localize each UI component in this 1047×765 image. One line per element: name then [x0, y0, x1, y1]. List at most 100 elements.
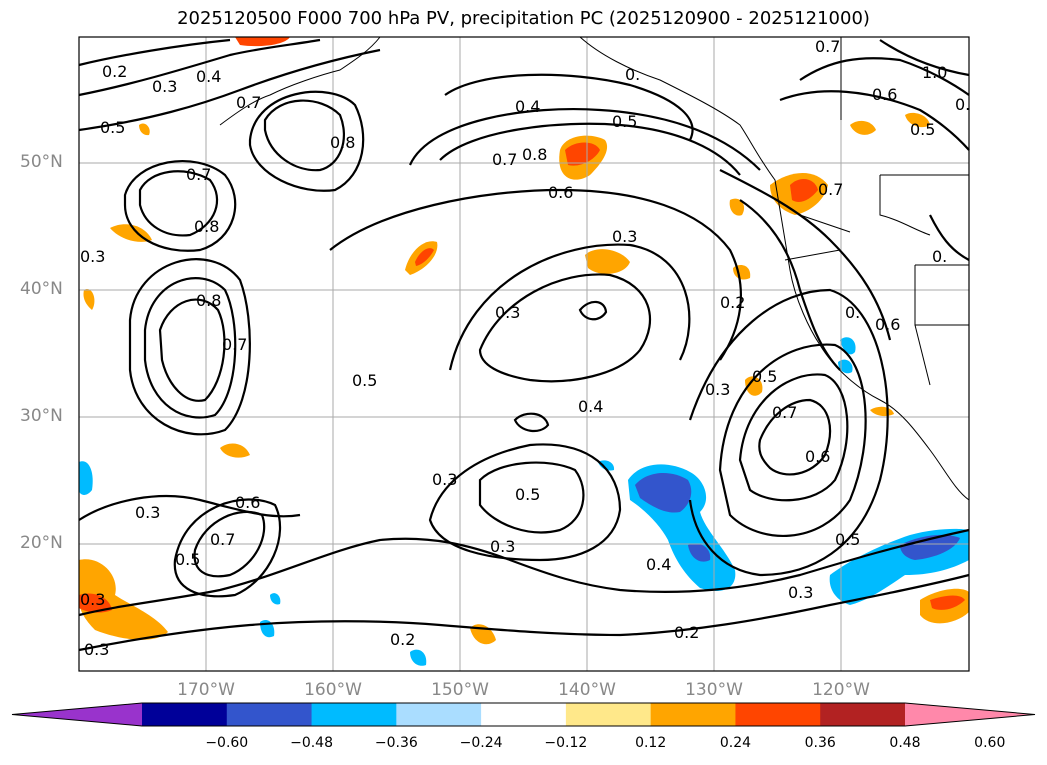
colorbar-segment: [142, 703, 228, 726]
contour-label: 0.5: [175, 550, 200, 569]
colorbar-tick-label: −0.60: [205, 735, 249, 751]
contour-label: 0.5: [612, 112, 637, 131]
coastlines: [219, 36, 970, 501]
lon-label-160w: 160°W: [304, 680, 362, 700]
contour-label: 0.5: [100, 118, 125, 137]
colorbar: [11, 702, 1036, 727]
contour-label: 0.2: [102, 62, 127, 81]
contour-label: 0.: [932, 247, 947, 266]
precip-patch: [79, 593, 112, 613]
contour-label: 0.7: [818, 180, 843, 199]
precip-patch: [139, 123, 150, 136]
contour-label: 1.0: [922, 63, 947, 82]
contour-label: 0.5: [352, 371, 377, 390]
lon-label-130w: 130°W: [685, 680, 743, 700]
contour-label: 0.5: [752, 367, 777, 386]
precip-patch: [900, 534, 960, 560]
precip-patch: [415, 248, 434, 266]
contour-label: 0.7: [186, 165, 211, 184]
precip-patch: [688, 543, 711, 562]
contour-label: 0.8: [330, 133, 355, 152]
contour-label: 0.7: [210, 530, 235, 549]
contour-label: 0.8: [194, 217, 219, 236]
colorbar-outline: [11, 702, 1036, 727]
contour-label: 0.2: [674, 623, 699, 642]
colorbar-tick-label: 0.60: [974, 735, 1006, 751]
contour-label: 0.: [845, 303, 860, 322]
contour-label: 0.5: [910, 120, 935, 139]
precip-patch: [840, 337, 856, 355]
colorbar-tick-label: −0.48: [290, 735, 333, 751]
precip-fills: [79, 37, 969, 666]
contour-label: 0.6: [872, 85, 897, 104]
contour-label: 0.6: [235, 493, 260, 512]
colorbar-tick-label: −0.36: [374, 735, 418, 751]
contour-label: 0.5: [835, 530, 860, 549]
map-title: 2025120500 F000 700 hPa PV, precipitatio…: [177, 8, 870, 29]
colorbar-segment: [650, 703, 736, 726]
colorbar-tick-label: 0.12: [635, 735, 667, 751]
contour-label: 0.4: [578, 397, 603, 416]
lon-label-140w: 140°W: [558, 680, 616, 700]
colorbar-tick-label: 0.24: [719, 735, 752, 751]
contour-label: 0.7: [772, 403, 797, 422]
colorbar-segment: [311, 703, 397, 726]
contour-label: 0.7: [815, 37, 840, 56]
lon-label-120w: 120°W: [812, 680, 870, 700]
lat-label-30n: 30°N: [20, 406, 63, 426]
lat-label-40n: 40°N: [20, 279, 63, 299]
contour-label: 0.8: [522, 145, 547, 164]
contour-label: 0.7: [236, 93, 261, 112]
map-frame-border: [78, 36, 970, 672]
lat-label-50n: 50°N: [20, 152, 63, 172]
contour-label: 0.3: [80, 247, 105, 266]
precip-patch: [790, 178, 818, 202]
precip-patch: [850, 120, 876, 135]
contour-label: 0.2: [390, 630, 415, 649]
contour-label: 0.3: [84, 640, 109, 659]
contour-label: 0.6: [805, 447, 830, 466]
contour-label: 0.4: [646, 555, 671, 574]
contour-label: 0.3: [705, 380, 730, 399]
lat-label-20n: 20°N: [20, 533, 63, 553]
precip-patch: [598, 460, 615, 471]
colorbar-tick-label: 0.36: [804, 735, 836, 751]
contour-label: 0.: [625, 65, 640, 84]
colorbar-segment: [565, 703, 652, 726]
precip-patch: [905, 112, 930, 128]
colorbar-segment: [481, 703, 567, 726]
precip-patch: [930, 595, 965, 610]
lon-label-150w: 150°W: [431, 680, 489, 700]
contour-label: 0.6: [875, 315, 900, 334]
precip-patch: [79, 559, 168, 640]
precip-patch: [585, 249, 630, 274]
contour-label: 0.2: [720, 293, 745, 312]
colorbar-segment: [735, 703, 821, 726]
contour-label: 0.7: [492, 150, 517, 169]
contour-label: 0.: [955, 95, 970, 114]
contour-label: 0.4: [515, 97, 540, 116]
graticule: [79, 37, 969, 671]
contour-label: 0.3: [80, 590, 105, 609]
precip-patch: [235, 37, 290, 47]
precip-patch: [635, 473, 692, 513]
contour-label: 0.3: [490, 537, 515, 556]
colorbar-extend-low: [12, 703, 142, 726]
precip-patch: [220, 443, 250, 458]
precip-patch: [270, 593, 281, 605]
contour-label: 0.3: [152, 77, 177, 96]
colorbar-segment: [820, 703, 906, 726]
contour-label: 0.8: [196, 291, 221, 310]
colorbar-tick-label: −0.24: [459, 735, 503, 751]
contour-label: 0.5: [515, 485, 540, 504]
contour-label: 0.3: [495, 303, 520, 322]
precip-patch: [745, 376, 763, 396]
precip-patch: [729, 198, 745, 216]
pv-contours: [78, 38, 970, 652]
precip-patch: [83, 289, 95, 310]
contour-label: 0.3: [432, 470, 457, 489]
contour-label: 0.4: [196, 67, 221, 86]
colorbar-extend-high: [905, 703, 1035, 726]
contour-label: 0.3: [788, 583, 813, 602]
